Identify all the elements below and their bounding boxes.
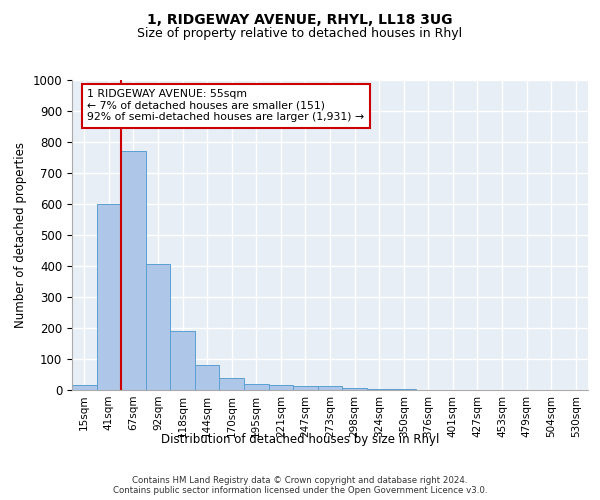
Bar [170, 331, 195, 390]
Text: 1, RIDGEWAY AVENUE, RHYL, LL18 3UG: 1, RIDGEWAY AVENUE, RHYL, LL18 3UG [147, 12, 453, 26]
Y-axis label: Number of detached properties: Number of detached properties [14, 142, 27, 328]
Bar [244, 384, 269, 390]
Text: 1 RIDGEWAY AVENUE: 55sqm
← 7% of detached houses are smaller (151)
92% of semi-d: 1 RIDGEWAY AVENUE: 55sqm ← 7% of detache… [88, 90, 365, 122]
Text: Distribution of detached houses by size in Rhyl: Distribution of detached houses by size … [161, 432, 439, 446]
Bar [195, 365, 220, 390]
Bar [121, 152, 146, 390]
Text: Contains HM Land Registry data © Crown copyright and database right 2024.
Contai: Contains HM Land Registry data © Crown c… [113, 476, 487, 495]
Bar [220, 378, 244, 390]
Text: Size of property relative to detached houses in Rhyl: Size of property relative to detached ho… [137, 28, 463, 40]
Bar [97, 204, 121, 390]
Bar [269, 386, 293, 390]
Bar [293, 386, 318, 390]
Bar [342, 388, 367, 390]
Bar [367, 389, 391, 390]
Bar [72, 386, 97, 390]
Bar [146, 264, 170, 390]
Bar [318, 386, 342, 390]
